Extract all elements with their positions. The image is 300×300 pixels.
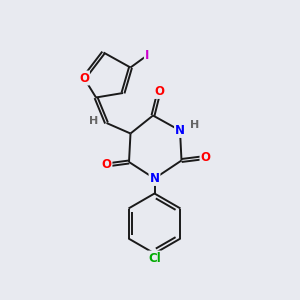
Text: Cl: Cl: [148, 251, 161, 265]
Text: H: H: [89, 116, 98, 126]
Text: O: O: [79, 71, 89, 85]
Text: N: N: [175, 124, 185, 137]
Text: O: O: [200, 151, 211, 164]
Text: I: I: [145, 49, 149, 62]
Text: O: O: [101, 158, 112, 172]
Text: O: O: [154, 85, 164, 98]
Text: H: H: [190, 120, 199, 130]
Text: N: N: [149, 172, 160, 185]
